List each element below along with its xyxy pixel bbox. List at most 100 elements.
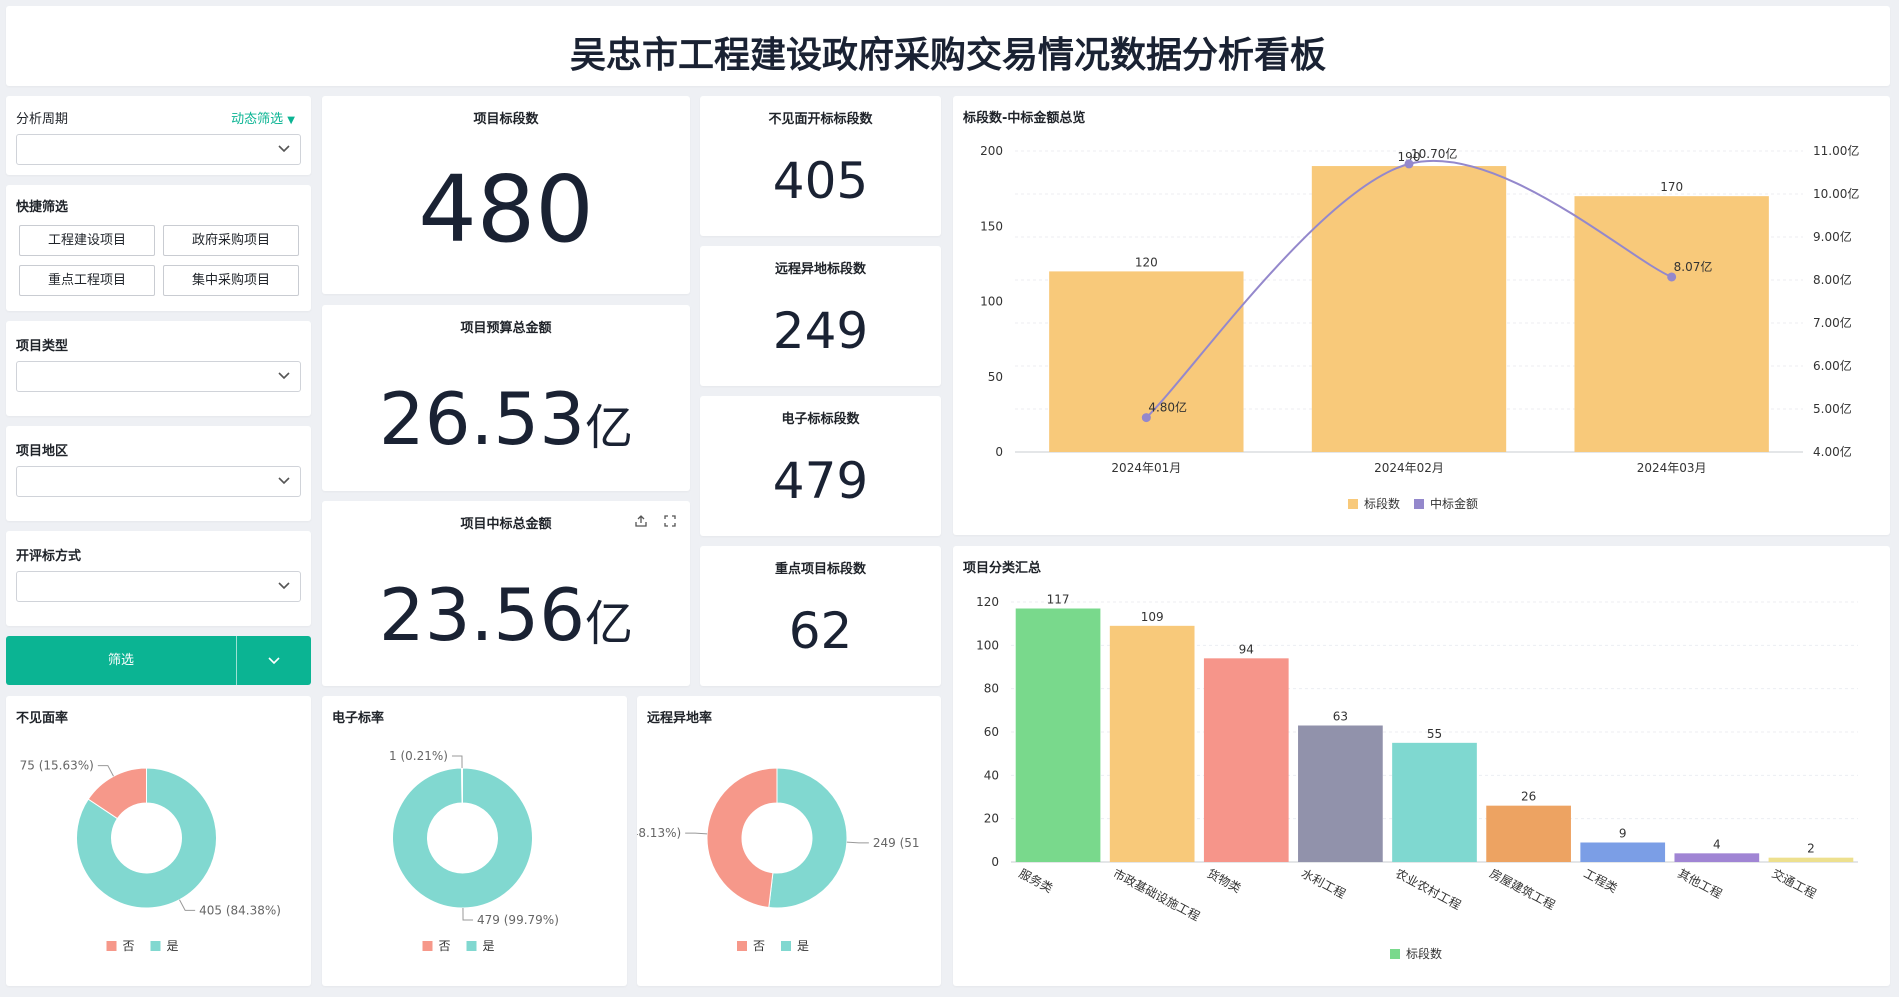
bar xyxy=(1768,857,1854,862)
project-type-select[interactable] xyxy=(16,361,301,392)
legend-label-bars: 标段数 xyxy=(1364,496,1400,511)
kpi-unseen-card: 不见面开标标段数 405 xyxy=(700,96,941,236)
fullscreen-icon[interactable] xyxy=(663,514,677,528)
kpi-sections-value: 480 xyxy=(418,156,594,263)
line-point xyxy=(1667,272,1677,282)
kpi-winning-unit: 亿 xyxy=(585,596,634,652)
y-tick-label: 150 xyxy=(980,219,1003,233)
period-label: 分析周期 xyxy=(16,112,69,127)
y-tick-label: 0 xyxy=(995,445,1003,459)
quick-btn-engineering[interactable]: 工程建设项目 xyxy=(19,225,155,256)
kpi-key-label: 重点项目标段数 xyxy=(774,562,866,577)
y-tick-label: 60 xyxy=(984,725,999,739)
project-type-card: 项目类型 xyxy=(6,321,311,416)
quick-btn-central-procurement[interactable]: 集中采购项目 xyxy=(163,265,299,296)
bar-value-label: 170 xyxy=(1660,180,1683,194)
donut-title: 电子标率 xyxy=(332,711,385,726)
line-value-label: 10.70亿 xyxy=(1411,146,1457,161)
project-type-label: 项目类型 xyxy=(16,339,69,354)
donut-label-no-leader xyxy=(685,832,708,835)
caret-down-icon: ▼ xyxy=(287,115,295,126)
donut-label-no: 75 (15.63%) xyxy=(20,759,94,773)
quick-btn-gov-procurement[interactable]: 政府采购项目 xyxy=(163,225,299,256)
donut-label-no-leader xyxy=(451,755,463,769)
x-tick-label: 交通工程 xyxy=(1770,865,1819,901)
y2-tick-label: 6.00亿 xyxy=(1813,358,1852,373)
line-value-label: 4.80亿 xyxy=(1148,400,1187,415)
overview-chart-card: 标段数-中标金额总览 4.00亿 5.00亿 6.00亿 7.00亿 8.00亿 9.00… xyxy=(953,96,1890,535)
quick-btn-key-project[interactable]: 重点工程项目 xyxy=(19,265,155,296)
donut-slice-no xyxy=(706,767,778,909)
legend-label-no: 否 xyxy=(439,939,451,953)
bar-value-label: 190 xyxy=(1398,150,1421,164)
line-value-label: 8.07亿 xyxy=(1674,259,1713,274)
kpi-electronic-card: 电子标标段数 479 xyxy=(700,396,941,536)
kpi-budget-label: 项目预算总金额 xyxy=(460,321,552,336)
bid-method-card: 开评标方式 xyxy=(6,531,311,626)
bar xyxy=(1109,625,1195,862)
kpi-remote-card: 远程异地标段数 249 xyxy=(700,246,941,386)
legend-swatch-no xyxy=(106,941,117,951)
chevron-down-icon xyxy=(278,477,290,485)
bar-value-label: 120 xyxy=(1135,255,1158,269)
donut-label-no: 48.13%) xyxy=(637,826,681,840)
legend-label-no: 否 xyxy=(123,939,135,953)
legend-swatch-line xyxy=(1414,499,1424,509)
kpi-budget-unit: 亿 xyxy=(585,400,634,456)
kpi-budget-value: 26.53 xyxy=(378,377,586,461)
legend-swatch xyxy=(1390,949,1400,959)
donut-label-yes-leader xyxy=(846,841,869,844)
bar-value-label: 2 xyxy=(1807,842,1815,856)
bid-method-select[interactable] xyxy=(16,571,301,602)
kpi-key-card: 重点项目标段数 62 xyxy=(700,546,941,686)
y2-tick-label: 7.00亿 xyxy=(1813,315,1852,330)
kpi-budget-display: 26.53亿 xyxy=(322,383,690,458)
y2-tick-label: 10.00亿 xyxy=(1813,186,1859,201)
donut-title: 远程异地率 xyxy=(647,711,713,726)
x-tick-label: 市政基础设施工程 xyxy=(1111,865,1203,923)
legend-label-line: 中标金额 xyxy=(1430,496,1478,511)
export-icon[interactable] xyxy=(634,514,648,528)
project-region-card: 项目地区 xyxy=(6,426,311,521)
x-tick-label: 工程类 xyxy=(1581,865,1620,895)
donut-chart-unseen: 75 (15.63%) 405 (84.38%) 否 是 xyxy=(20,759,281,953)
y-tick-label: 120 xyxy=(976,595,999,609)
bar-value-label: 26 xyxy=(1521,790,1536,804)
bar xyxy=(1311,166,1507,453)
legend-label-yes: 是 xyxy=(167,939,179,953)
kpi-remote-value: 249 xyxy=(772,302,869,360)
kpi-sections-label: 项目标段数 xyxy=(473,112,539,127)
kpi-key-value: 62 xyxy=(788,602,853,660)
filter-dropdown-button[interactable] xyxy=(237,636,311,685)
chevron-down-icon xyxy=(278,582,290,590)
bid-method-label: 开评标方式 xyxy=(16,549,82,564)
donut-card-electronic: 电子标率 1 (0.21%) 479 (99.79%) 否 是 xyxy=(322,696,627,986)
bar-value-label: 63 xyxy=(1333,710,1348,724)
line-point xyxy=(1141,413,1151,423)
donut-label-yes: 249 (51 xyxy=(873,836,920,850)
donut-slice-no xyxy=(87,767,147,820)
legend-label: 标段数 xyxy=(1406,946,1442,961)
kpi-winning-display: 23.56亿 xyxy=(322,579,690,654)
x-tick-label: 2024年03月 xyxy=(1637,461,1707,475)
donut-chart-remote: 48.13%) 249 (51 否 是 xyxy=(637,767,920,953)
bar xyxy=(1203,658,1289,862)
legend-label-yes: 是 xyxy=(483,939,495,953)
kpi-unseen-value: 405 xyxy=(772,152,869,210)
donut-slice-yes xyxy=(392,767,533,909)
overview-chart-title: 标段数-中标金额总览 xyxy=(963,111,1086,126)
filter-divider xyxy=(236,636,237,685)
legend-label-yes: 是 xyxy=(797,939,809,953)
legend-swatch-yes xyxy=(781,941,791,951)
project-region-label: 项目地区 xyxy=(16,444,69,459)
donut-label-yes: 405 (84.38%) xyxy=(199,903,281,917)
bar xyxy=(1298,725,1383,862)
x-tick-label: 服务类 xyxy=(1017,865,1056,895)
filter-button[interactable]: 筛选 xyxy=(107,653,134,668)
x-tick-label: 2024年01月 xyxy=(1111,461,1181,475)
project-region-select[interactable] xyxy=(16,466,301,497)
kpi-winning-value: 23.56 xyxy=(378,573,586,657)
donut-slice-yes xyxy=(76,767,217,909)
period-select[interactable] xyxy=(16,134,301,165)
dynamic-filter-toggle[interactable]: 动态筛选 ▼ xyxy=(231,108,295,127)
